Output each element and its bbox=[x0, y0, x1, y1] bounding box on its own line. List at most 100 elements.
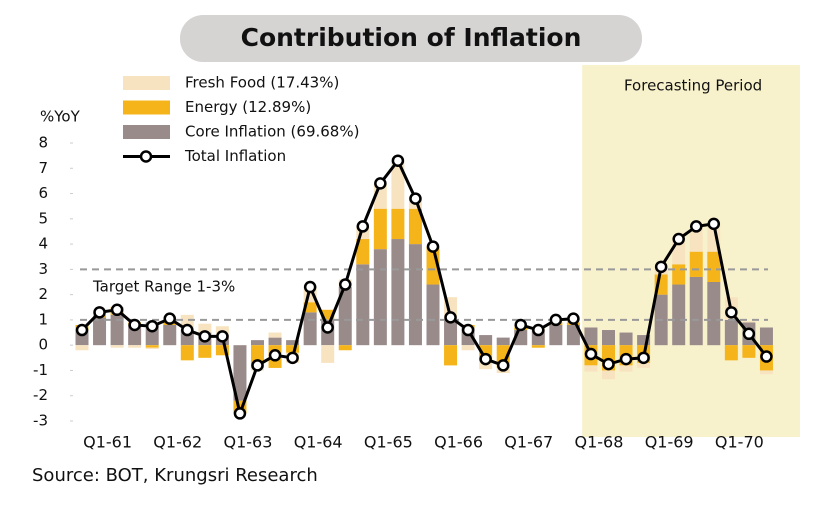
y-tick-label: 2 bbox=[38, 285, 48, 303]
total-marker bbox=[461, 323, 475, 337]
bar-segment bbox=[444, 345, 458, 366]
total-marker bbox=[145, 319, 159, 333]
total-marker bbox=[75, 323, 89, 337]
bar-segment bbox=[566, 324, 580, 346]
y-tick-label: 6 bbox=[38, 184, 48, 202]
y-tick-label: -3 bbox=[33, 412, 48, 430]
bar-segment bbox=[93, 317, 107, 346]
bar-segment bbox=[145, 345, 159, 348]
total-marker bbox=[567, 312, 580, 325]
legend-label: Fresh Food (17.43%) bbox=[185, 74, 339, 92]
total-marker bbox=[356, 220, 370, 233]
bar-segment bbox=[479, 335, 493, 346]
x-tick-label: Q1-62 bbox=[153, 433, 202, 452]
bar-segment bbox=[198, 345, 212, 358]
bar-segment bbox=[461, 345, 475, 351]
bar-segment bbox=[672, 264, 686, 285]
total-marker bbox=[672, 232, 685, 246]
bar-segment bbox=[707, 282, 721, 346]
bar-segment bbox=[742, 321, 756, 323]
bar-segment bbox=[391, 160, 405, 209]
total-marker bbox=[374, 177, 387, 190]
bar-segment bbox=[286, 340, 300, 346]
bar-segment bbox=[619, 332, 633, 346]
forecast-label: Forecasting Period bbox=[624, 77, 762, 95]
bar-segment bbox=[303, 312, 317, 346]
bar-segment bbox=[286, 345, 300, 353]
bar-segment bbox=[689, 251, 703, 277]
bar-segment bbox=[637, 362, 651, 368]
bar-segment bbox=[496, 337, 510, 346]
total-marker bbox=[233, 407, 247, 420]
bar-segment bbox=[549, 324, 563, 346]
total-marker bbox=[654, 260, 668, 274]
y-tick-label: 3 bbox=[38, 260, 48, 278]
total-marker bbox=[602, 357, 615, 371]
source: Source: BOT, Krungsri Research bbox=[32, 465, 318, 486]
bar-segment bbox=[180, 345, 194, 361]
bar-segment bbox=[689, 226, 703, 252]
total-marker bbox=[690, 220, 703, 233]
bar-segment bbox=[215, 345, 229, 356]
bar-segment bbox=[391, 208, 405, 240]
x-tick-label: Q1-70 bbox=[715, 433, 764, 452]
bar-segment bbox=[742, 345, 756, 358]
bar-segment bbox=[391, 239, 405, 346]
bar-segment bbox=[672, 284, 686, 346]
total-marker bbox=[163, 312, 176, 325]
total-marker bbox=[549, 313, 563, 327]
bar-segment bbox=[75, 345, 89, 351]
bar-segment bbox=[110, 314, 124, 346]
legend-swatch bbox=[123, 76, 170, 90]
y-tick-label: 4 bbox=[38, 235, 48, 253]
bar-segment bbox=[338, 345, 352, 351]
bar-segment bbox=[759, 327, 773, 346]
bar-segment bbox=[531, 345, 545, 348]
total-marker bbox=[619, 352, 633, 366]
bar-segment bbox=[408, 244, 422, 346]
total-marker bbox=[286, 351, 299, 365]
annotation: Target Range 1-3% bbox=[92, 278, 235, 296]
chart-title: Contribution of Inflation bbox=[241, 23, 582, 52]
bar-segment bbox=[356, 239, 370, 265]
total-marker bbox=[742, 327, 756, 341]
bar-segment bbox=[724, 345, 738, 361]
total-marker bbox=[339, 278, 352, 291]
bar-segment bbox=[338, 287, 352, 346]
bar-segment bbox=[268, 332, 282, 338]
bar-segment bbox=[356, 264, 370, 346]
legend-label: Total Inflation bbox=[184, 147, 286, 165]
bar-segment bbox=[602, 370, 615, 380]
x-tick-label: Q1-65 bbox=[364, 433, 413, 452]
bar-segment bbox=[268, 337, 282, 346]
total-marker bbox=[181, 323, 194, 337]
total-marker bbox=[198, 330, 212, 343]
total-marker bbox=[532, 323, 545, 337]
bar-segment bbox=[444, 319, 458, 346]
total-marker bbox=[321, 321, 334, 334]
total-marker bbox=[725, 306, 738, 319]
total-marker bbox=[637, 351, 650, 365]
bar-segment bbox=[303, 302, 317, 313]
bar-segment bbox=[689, 276, 703, 346]
bar-segment bbox=[426, 284, 440, 346]
bar-segment bbox=[145, 347, 159, 349]
bar-segment bbox=[584, 365, 598, 372]
total-marker bbox=[444, 311, 457, 324]
x-tick-label: Q1-63 bbox=[223, 433, 272, 452]
bar-segment bbox=[251, 340, 264, 346]
bar-segment bbox=[110, 345, 124, 348]
total-marker bbox=[391, 154, 405, 167]
y-tick-label: 0 bbox=[38, 336, 48, 354]
x-tick-label: Q1-68 bbox=[574, 433, 623, 452]
bar-segment bbox=[321, 345, 335, 363]
bar-segment bbox=[233, 345, 247, 401]
bar-segment bbox=[128, 345, 142, 348]
total-marker bbox=[110, 303, 124, 317]
total-marker bbox=[216, 330, 229, 343]
total-marker bbox=[760, 350, 773, 363]
total-marker bbox=[514, 318, 527, 332]
title-pill bbox=[180, 15, 642, 62]
x-tick-label: Q1-66 bbox=[434, 433, 483, 452]
